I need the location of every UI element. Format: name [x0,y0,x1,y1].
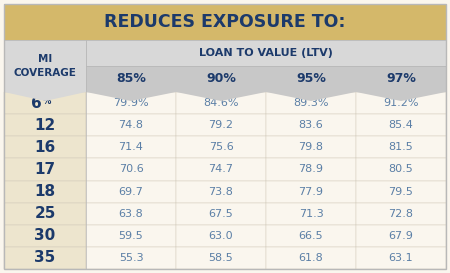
Text: 85%: 85% [116,73,146,85]
Bar [356,247,446,269]
Text: 63.1: 63.1 [389,253,413,263]
Text: 58.5: 58.5 [209,253,234,263]
Bar [176,136,266,158]
Bar [86,158,176,180]
Bar [176,114,266,136]
Text: 67.9: 67.9 [388,231,414,241]
Bar [4,136,86,158]
Bar [266,158,356,180]
Bar [4,203,86,225]
Text: 73.8: 73.8 [208,186,234,197]
Text: 85.4: 85.4 [388,120,414,130]
Bar [176,180,266,203]
Text: 6: 6 [31,96,42,111]
Bar [356,158,446,180]
Bar [86,225,176,247]
Bar [4,225,86,247]
Text: 71.4: 71.4 [118,142,144,152]
Bar [356,225,446,247]
Text: 75.6: 75.6 [209,142,234,152]
Bar [266,247,356,269]
Bar [176,247,266,269]
Text: 81.5: 81.5 [389,142,414,152]
Text: 12: 12 [34,118,56,133]
Text: 69.7: 69.7 [118,186,144,197]
Bar [86,247,176,269]
Bar [176,203,266,225]
Bar [356,114,446,136]
Bar [4,114,86,136]
Text: 72.8: 72.8 [388,209,414,219]
Text: %: % [43,97,51,106]
Text: 79.5: 79.5 [388,186,414,197]
Text: 16: 16 [34,140,56,155]
Text: 70.6: 70.6 [119,164,144,174]
Bar [4,247,86,269]
Bar [356,203,446,225]
Bar [356,180,446,203]
Text: 83.6: 83.6 [299,120,324,130]
Text: 74.7: 74.7 [208,164,234,174]
Bar [86,114,176,136]
Bar [86,203,176,225]
Text: 18: 18 [35,184,55,199]
Bar [176,92,266,114]
Polygon shape [266,90,356,101]
Bar [176,225,266,247]
Text: 30: 30 [34,228,56,243]
Text: 79.9%: 79.9% [113,98,149,108]
Bar [266,225,356,247]
Polygon shape [4,90,86,101]
Bar [86,92,176,114]
Polygon shape [356,90,446,101]
Polygon shape [176,90,266,101]
Bar [266,92,356,114]
Text: 79.2: 79.2 [208,120,234,130]
Bar [266,136,356,158]
Text: 35: 35 [34,250,56,265]
Text: 59.5: 59.5 [119,231,144,241]
Bar [266,203,356,225]
Text: 61.8: 61.8 [299,253,324,263]
Text: REDUCES EXPOSURE TO:: REDUCES EXPOSURE TO: [104,13,346,31]
Text: 97%: 97% [386,73,416,85]
Text: 90%: 90% [206,73,236,85]
Text: 74.8: 74.8 [118,120,144,130]
Text: 84.6%: 84.6% [203,98,239,108]
Bar [4,92,86,114]
Text: 71.3: 71.3 [299,209,324,219]
Text: MI
COVERAGE: MI COVERAGE [14,54,76,78]
Bar [356,92,446,114]
Bar [266,180,356,203]
Bar [86,136,176,158]
Text: 78.9: 78.9 [298,164,324,174]
Text: 91.2%: 91.2% [383,98,419,108]
Bar [4,4,446,40]
Polygon shape [86,90,176,101]
Text: 80.5: 80.5 [389,164,414,174]
Text: 63.0: 63.0 [209,231,233,241]
Bar [266,114,356,136]
Text: 89.3%: 89.3% [293,98,329,108]
Text: 63.8: 63.8 [119,209,144,219]
Text: 95%: 95% [296,73,326,85]
Bar [86,180,176,203]
Bar [356,136,446,158]
Text: 79.8: 79.8 [298,142,324,152]
Text: LOAN TO VALUE (LTV): LOAN TO VALUE (LTV) [199,48,333,58]
Bar [4,180,86,203]
Text: 25: 25 [34,206,56,221]
Bar [4,158,86,180]
Text: 17: 17 [35,162,55,177]
Bar [86,66,446,92]
Bar [86,40,446,66]
Bar [176,158,266,180]
Text: 77.9: 77.9 [298,186,324,197]
Bar [4,40,86,92]
Text: 67.5: 67.5 [209,209,234,219]
Text: 66.5: 66.5 [299,231,323,241]
Text: 55.3: 55.3 [119,253,143,263]
